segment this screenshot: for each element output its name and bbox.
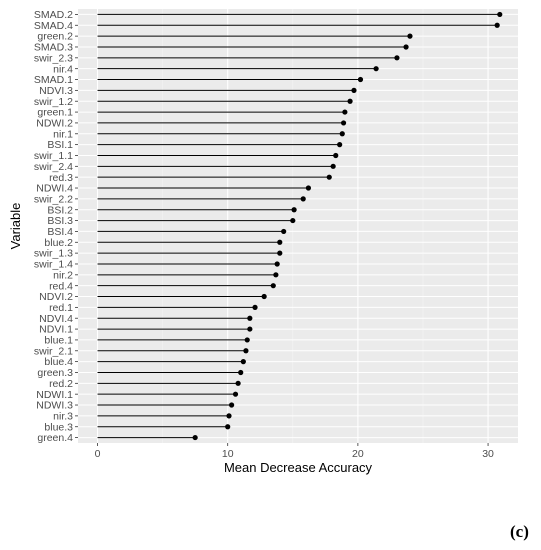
- lollipop-point: [247, 315, 253, 321]
- data-marks: [97, 11, 503, 441]
- y-tick-label: BSI.3: [47, 215, 73, 227]
- x-tick-label: 10: [222, 448, 234, 460]
- lollipop-point: [281, 228, 287, 235]
- y-tick-label: NDVI.2: [39, 291, 73, 303]
- lollipop-point: [225, 424, 231, 430]
- lollipop-point: [407, 33, 413, 39]
- y-tick-label: red.1: [49, 302, 73, 314]
- y-tick-label: swir_1.1: [34, 150, 73, 162]
- lollipop-point: [235, 380, 241, 386]
- y-tick-label: red.4: [49, 280, 73, 292]
- y-tick-label: swir_1.3: [34, 248, 73, 260]
- y-tick-label: blue.2: [44, 237, 73, 249]
- lollipop-point: [333, 152, 339, 159]
- lollipop-point: [305, 185, 312, 191]
- lollipop-point: [339, 131, 345, 137]
- lollipop-point: [244, 337, 250, 343]
- lollipop-point: [243, 348, 249, 354]
- y-tick-label: red.3: [49, 172, 73, 184]
- lollipop-point: [290, 217, 296, 224]
- lollipop-point: [277, 239, 283, 245]
- y-tick-label: NDVI.4: [39, 313, 73, 325]
- lollipop-point: [270, 283, 276, 289]
- lollipop-point: [232, 391, 239, 397]
- y-tick-label: green.4: [37, 432, 73, 444]
- y-tick-label: SMAD.4: [34, 20, 73, 32]
- y-tick-label: NDWI.4: [36, 183, 73, 195]
- lollipop-point: [273, 272, 279, 278]
- lollipop-point: [229, 402, 235, 408]
- y-tick-label: swir_2.2: [34, 193, 73, 205]
- y-tick-label: blue.3: [44, 421, 73, 433]
- lollipop-point: [340, 120, 347, 126]
- x-tick-label: 30: [482, 448, 494, 460]
- lollipop-point: [347, 98, 353, 104]
- y-tick-label: green.2: [37, 31, 73, 43]
- y-tick-label: nir.4: [53, 63, 73, 75]
- x-tick-label: 0: [95, 448, 101, 460]
- x-axis-title: Mean Decrease Accuracy: [224, 460, 373, 475]
- lollipop-point: [497, 11, 503, 18]
- lollipop-point: [357, 76, 364, 83]
- y-tick-label: swir_1.2: [34, 96, 73, 108]
- y-tick-label: swir_2.4: [34, 161, 73, 173]
- y-tick-label: blue.1: [44, 335, 73, 347]
- lollipop-point: [326, 174, 332, 180]
- lollipop-point: [394, 55, 400, 61]
- y-tick-label: SMAD.1: [34, 74, 73, 86]
- y-tick-labels: SMAD.2SMAD.4green.2SMAD.3swir_2.3nir.4SM…: [34, 9, 78, 444]
- y-tick-label: nir.2: [53, 269, 73, 281]
- lollipop-point: [494, 22, 500, 28]
- lollipop-point: [240, 359, 246, 365]
- lollipop-point: [247, 326, 253, 332]
- lollipop-point: [238, 369, 244, 376]
- y-tick-label: red.2: [49, 378, 73, 390]
- y-tick-label: green.3: [37, 367, 73, 379]
- panel-label: (c): [510, 522, 529, 541]
- y-tick-label: green.1: [37, 107, 73, 119]
- y-axis-title: Variable: [8, 203, 23, 250]
- lollipop-point: [291, 207, 297, 213]
- lollipop-point: [252, 304, 258, 310]
- lollipop-point: [226, 413, 232, 419]
- y-tick-label: swir_2.1: [34, 345, 73, 357]
- y-tick-label: BSI.1: [47, 139, 73, 151]
- y-tick-label: blue.4: [44, 356, 73, 368]
- y-tick-label: SMAD.2: [34, 9, 73, 21]
- lollipop-point: [274, 261, 280, 267]
- y-tick-label: NDVI.1: [39, 324, 73, 336]
- y-tick-label: swir_1.4: [34, 259, 73, 271]
- y-tick-label: nir.1: [53, 128, 73, 140]
- lollipop-point: [261, 293, 267, 300]
- lollipop-point: [192, 434, 198, 441]
- y-tick-label: BSI.2: [47, 204, 73, 216]
- x-tick-label: 20: [352, 448, 364, 460]
- y-tick-label: NDWI.1: [36, 389, 73, 401]
- y-tick-label: BSI.4: [47, 226, 73, 238]
- y-tick-label: NDVI.3: [39, 85, 73, 97]
- lollipop-point: [342, 109, 348, 115]
- lollipop-point: [403, 44, 409, 50]
- x-tick-labels: 0 10 20 30: [95, 443, 494, 460]
- lollipop-point: [337, 142, 343, 148]
- lollipop-point: [330, 163, 336, 169]
- y-tick-label: NDWI.2: [36, 118, 73, 130]
- y-tick-label: swir_2.3: [34, 52, 73, 64]
- y-tick-label: NDWI.3: [36, 400, 73, 412]
- y-tick-label: SMAD.3: [34, 42, 73, 54]
- lollipop-point: [373, 66, 379, 72]
- y-tick-label: nir.3: [53, 410, 73, 422]
- lollipop-point: [351, 87, 357, 93]
- plot-panel: [78, 9, 518, 443]
- lollipop-point: [277, 250, 283, 256]
- lollipop-point: [300, 196, 306, 202]
